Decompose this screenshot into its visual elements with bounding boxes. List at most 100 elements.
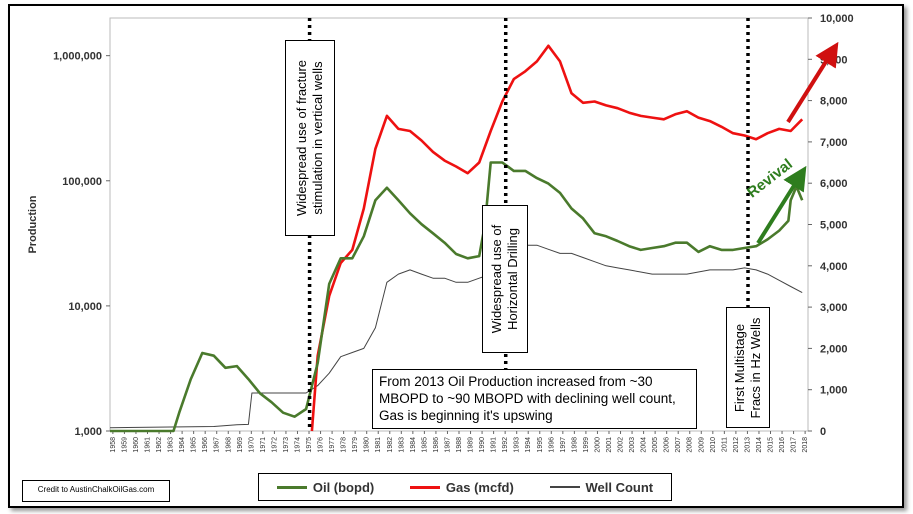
- x-tick-label: 1986: [433, 437, 440, 453]
- x-tick-label: 1984: [410, 437, 417, 453]
- x-tick-label: 1978: [341, 437, 348, 453]
- x-tick-label: 1966: [202, 437, 209, 453]
- legend-swatch-oil: [276, 485, 307, 489]
- annotation-note-box: From 2013 Oil Production increased from …: [372, 369, 697, 429]
- x-tick-label: 1973: [283, 437, 290, 453]
- y-tick-label: 1,000: [74, 426, 102, 438]
- x-tick-label: 1993: [514, 437, 521, 453]
- y-tick-label: 1,000,000: [53, 51, 102, 63]
- x-tick-label: 1960: [133, 437, 140, 453]
- x-tick-label: 1996: [548, 437, 555, 453]
- x-tick-label: 1969: [237, 437, 244, 453]
- annotation-fracture-text: Widespread use of fracture stimulation i…: [294, 59, 325, 217]
- series-line-oil: [110, 161, 804, 433]
- x-tick-label: 1962: [156, 437, 163, 453]
- y2-tick-label: 7,000: [820, 137, 848, 149]
- annotation-multistage-text: First Multistage Fracs in Hz Wells: [732, 317, 763, 418]
- x-tick-label: 1977: [329, 437, 336, 453]
- y-tick-label: 10,000: [68, 301, 102, 313]
- x-tick-label: 2012: [733, 437, 740, 453]
- x-tick-label: 1983: [398, 437, 405, 453]
- x-tick-label: 1961: [144, 437, 151, 453]
- x-tick-label: 1965: [191, 437, 198, 453]
- legend-label-oil: Oil (bopd): [312, 479, 375, 495]
- x-tick-label: 1967: [214, 437, 221, 453]
- x-tick-label: 1981: [375, 437, 382, 453]
- x-tick-label: 1979: [352, 437, 359, 453]
- annotation-horizontal-box: Widespread use of Horizontal Drilling: [482, 205, 528, 353]
- x-tick-label: 1975: [306, 437, 313, 453]
- x-tick-label: 2006: [664, 437, 671, 453]
- x-tick-label: 1995: [537, 437, 544, 453]
- x-tick-label: 2005: [652, 437, 659, 453]
- x-tick-label: 1970: [248, 437, 255, 453]
- x-tick-label: 1974: [294, 437, 301, 453]
- x-tick-label: 1989: [468, 437, 475, 453]
- x-tick-label: 1972: [271, 437, 278, 453]
- x-tick-label: 1959: [121, 437, 128, 453]
- x-tick-label: 2013: [744, 437, 751, 453]
- x-tick-label: 2009: [698, 437, 705, 453]
- legend-item-wells: Well Count: [549, 479, 654, 495]
- x-tick-label: 1982: [387, 437, 394, 453]
- y2-tick-label: 1,000: [820, 385, 848, 397]
- x-tick-label: 2007: [675, 437, 682, 453]
- oil-trend-arrow: [756, 165, 807, 245]
- x-tick-label: 1958: [110, 437, 117, 453]
- x-tick-label: 2014: [756, 437, 763, 453]
- x-tick-label: 2008: [687, 437, 694, 453]
- annotation-horizontal-text: Widespread use of Horizontal Drilling: [489, 224, 520, 334]
- y-tick-label: 100,000: [62, 176, 102, 188]
- legend-swatch-gas: [409, 485, 440, 489]
- x-tick-label: 2000: [594, 437, 601, 453]
- x-tick-label: 1985: [421, 437, 428, 453]
- x-tick-label: 1963: [168, 437, 175, 453]
- y2-tick-label: 6,000: [820, 178, 848, 190]
- x-tick-label: 1968: [225, 437, 232, 453]
- x-tick-label: 2010: [710, 437, 717, 453]
- y2-tick-label: 3,000: [820, 302, 848, 314]
- legend: Oil (bopd) Gas (mcfd) Well Count: [258, 473, 672, 501]
- y2-tick-label: 8,000: [820, 96, 848, 108]
- x-tick-label: 2003: [629, 437, 636, 453]
- annotation-note-text: From 2013 Oil Production increased from …: [379, 374, 676, 423]
- x-tick-label: 2018: [802, 437, 809, 453]
- x-tick-label: 2011: [721, 437, 728, 452]
- gas-trend-arrow: [786, 41, 839, 124]
- y-axis-label: Production: [27, 195, 39, 253]
- x-tick-label: 1990: [479, 437, 486, 453]
- annotation-multistage-box: First Multistage Fracs in Hz Wells: [726, 307, 770, 428]
- x-tick-label: 1988: [456, 437, 463, 453]
- series-line-gas: [310, 44, 804, 432]
- x-tick-label: 1994: [525, 437, 532, 453]
- annotation-fracture-box: Widespread use of fracture stimulation i…: [285, 40, 335, 236]
- y2-tick-label: 0: [820, 426, 826, 438]
- x-tick-label: 1998: [571, 437, 578, 453]
- x-tick-label: 1980: [364, 437, 371, 453]
- x-tick-label: 1997: [560, 437, 567, 453]
- legend-swatch-wells: [549, 486, 580, 488]
- legend-label-gas: Gas (mcfd): [445, 479, 514, 495]
- legend-item-gas: Gas (mcfd): [409, 479, 514, 495]
- x-tick-label: 2004: [641, 437, 648, 453]
- y2-tick-label: 5,000: [820, 220, 848, 232]
- y2-tick-label: 2,000: [820, 343, 848, 355]
- x-tick-label: 1999: [583, 437, 590, 453]
- y2-tick-label: 10,000: [820, 13, 854, 25]
- x-tick-label: 2015: [768, 437, 775, 453]
- credit-label: Credit to AustinChalkOilGas.com: [22, 480, 170, 502]
- x-tick-label: 2016: [779, 437, 786, 453]
- x-tick-label: 2002: [618, 437, 625, 453]
- x-tick-label: 1987: [444, 437, 451, 453]
- x-tick-label: 1964: [179, 437, 186, 453]
- x-tick-label: 1976: [318, 437, 325, 453]
- x-tick-label: 2001: [606, 437, 613, 453]
- x-tick-label: 2017: [791, 437, 798, 453]
- legend-item-oil: Oil (bopd): [276, 479, 375, 495]
- x-tick-label: 1992: [502, 437, 509, 453]
- legend-label-wells: Well Count: [585, 479, 654, 495]
- x-tick-label: 1971: [260, 437, 267, 453]
- x-tick-label: 1991: [491, 437, 498, 453]
- y2-tick-label: 4,000: [820, 261, 848, 273]
